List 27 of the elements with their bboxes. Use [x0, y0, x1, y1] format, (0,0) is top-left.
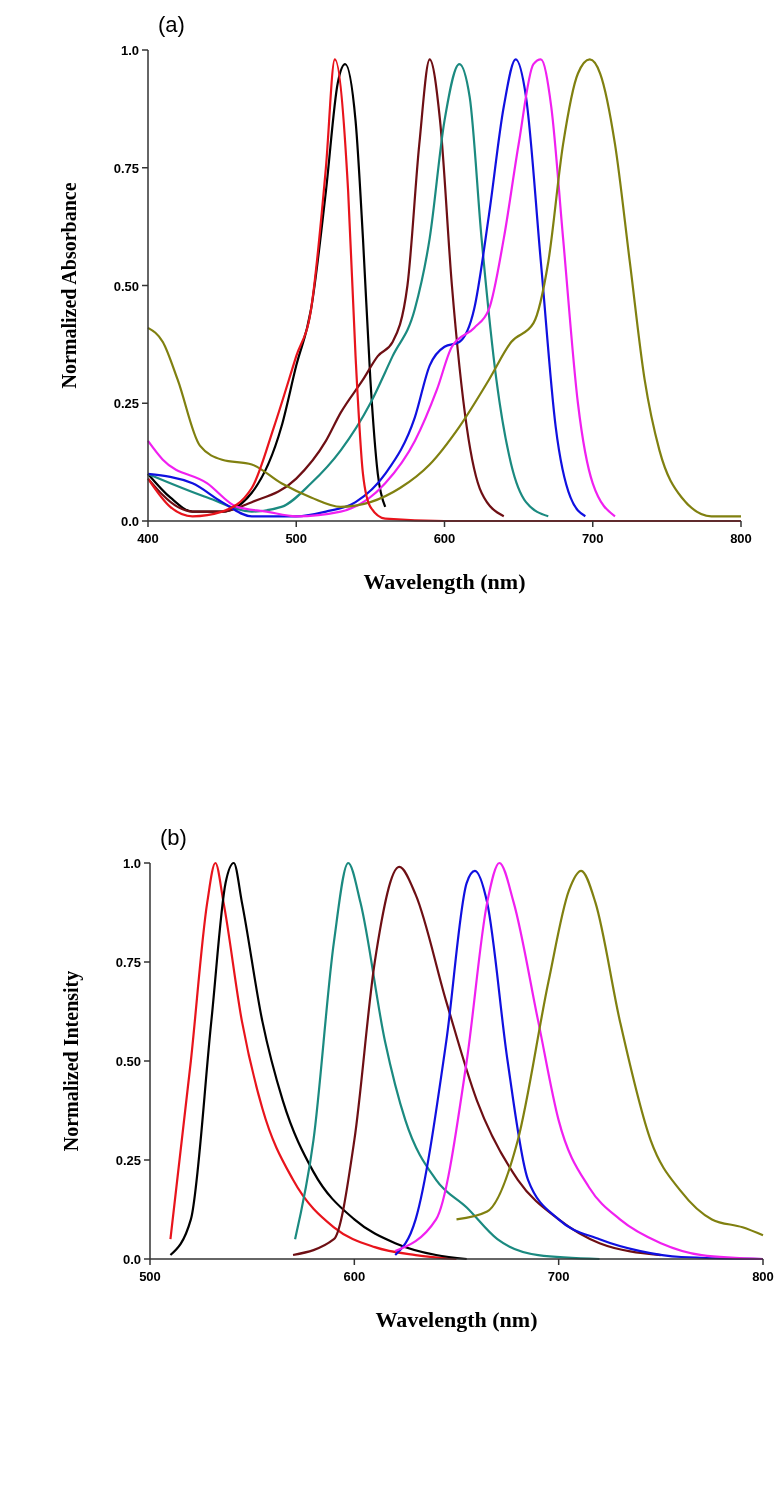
- y-tick-label: 1.0: [120, 43, 139, 58]
- y-tick-label: 0.50: [113, 278, 139, 294]
- x-tick-label: 600: [343, 1269, 366, 1284]
- y-tick-label: 0.0: [120, 514, 139, 529]
- y-tick-label: 0.25: [113, 396, 139, 412]
- y-tick-label: 0.75: [113, 160, 139, 176]
- y-axis-title: Normalized Intensity: [60, 970, 83, 1152]
- x-axis-title: Wavelength (nm): [375, 1307, 538, 1332]
- x-tick-label: 800: [730, 531, 752, 546]
- x-tick-label: 700: [547, 1269, 570, 1284]
- x-axis-title: Wavelength (nm): [363, 569, 526, 594]
- y-tick-label: 1.0: [122, 856, 141, 871]
- x-tick-label: 800: [752, 1269, 774, 1284]
- x-tick-label: 500: [285, 531, 308, 546]
- y-tick-label: 0.50: [115, 1054, 141, 1069]
- line-series: [146, 63, 387, 513]
- y-tick-label: 0.0: [122, 1252, 141, 1267]
- line-series: [455, 869, 765, 1237]
- y-tick-label: 0.25: [115, 1153, 141, 1168]
- chart-title: (b): [160, 825, 187, 850]
- y-tick-label: 0.75: [115, 955, 141, 970]
- x-tick-label: 500: [139, 1269, 161, 1284]
- y-axis-title: Normalized Absorbance: [58, 182, 80, 389]
- chart-title: (a): [158, 12, 185, 37]
- x-tick-label: 700: [581, 531, 604, 546]
- x-tick-label: 600: [433, 531, 456, 546]
- x-tick-label: 400: [137, 531, 159, 546]
